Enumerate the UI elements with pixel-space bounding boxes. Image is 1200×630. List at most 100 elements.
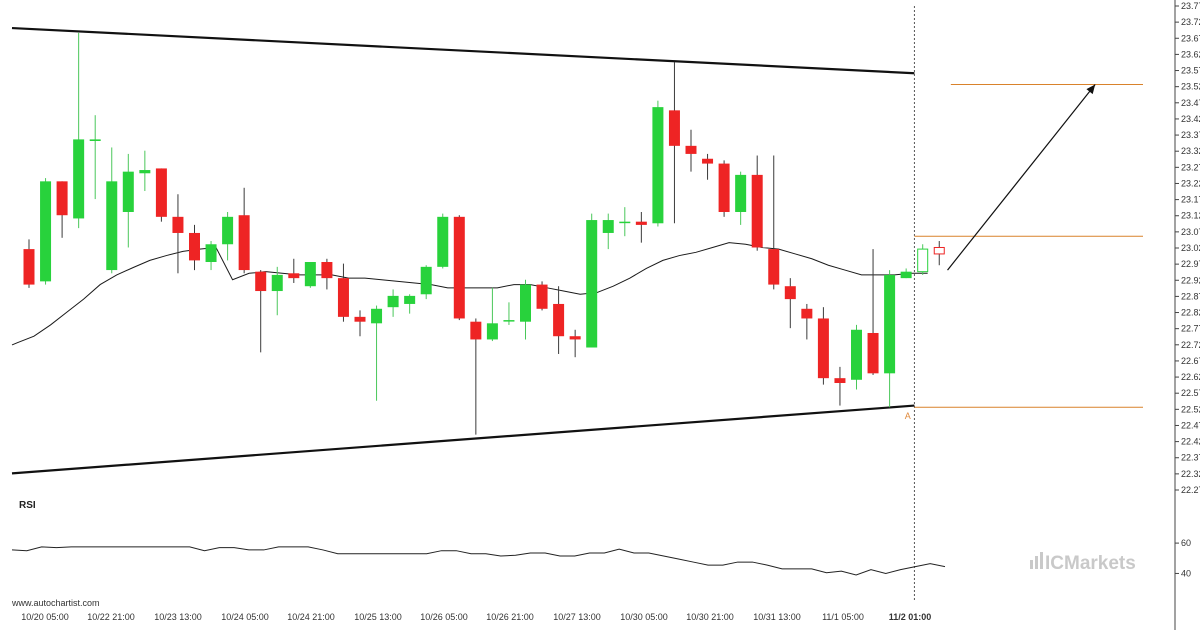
candle-body bbox=[851, 329, 862, 380]
candle bbox=[718, 160, 730, 217]
candle bbox=[520, 279, 531, 340]
candle bbox=[453, 215, 465, 321]
y-tick-label: 23.2284 bbox=[1181, 178, 1200, 188]
candle-body bbox=[122, 171, 134, 212]
candle-body bbox=[222, 216, 234, 245]
candle-body bbox=[304, 262, 316, 287]
candle-body bbox=[172, 216, 184, 233]
candle-body bbox=[884, 274, 896, 374]
price-axis: 23.7784 23.7284 23.6784 23.6284 23.5784 23.52… bbox=[1175, 1, 1200, 495]
candle-body bbox=[553, 303, 565, 337]
y-tick-label: 22.7784 bbox=[1181, 324, 1200, 334]
candle bbox=[106, 147, 118, 274]
candle bbox=[172, 194, 184, 274]
bars-icon bbox=[1030, 552, 1043, 569]
candle-body bbox=[337, 278, 349, 317]
brand-logo: ICMarkets bbox=[1030, 552, 1136, 574]
x-tick-label: 10/26 05:00 bbox=[420, 612, 468, 622]
y-tick-label: 22.6284 bbox=[1181, 372, 1200, 382]
candle bbox=[337, 263, 349, 322]
y-tick-label: 22.7284 bbox=[1181, 340, 1200, 350]
candle bbox=[40, 178, 52, 285]
candle-body bbox=[453, 216, 465, 319]
y-tick-label: 22.5284 bbox=[1181, 404, 1200, 414]
brand-prefix: IC bbox=[1045, 553, 1064, 574]
candle-body bbox=[917, 248, 929, 273]
point-label: A bbox=[905, 411, 911, 421]
brand-name: ICMarkets bbox=[1045, 553, 1136, 574]
x-tick-label: 10/30 21:00 bbox=[686, 612, 734, 622]
candle bbox=[553, 286, 565, 354]
candle-body bbox=[867, 332, 879, 374]
candle bbox=[437, 213, 449, 269]
y-tick-label: 22.9784 bbox=[1181, 259, 1200, 269]
candle bbox=[271, 266, 283, 316]
candle-body bbox=[404, 295, 416, 304]
y-tick-label: 23.7284 bbox=[1181, 17, 1200, 27]
candle bbox=[56, 181, 68, 238]
y-tick-label: 23.6784 bbox=[1181, 33, 1200, 43]
candle-body bbox=[354, 316, 366, 322]
y-tick-label: 23.7784 bbox=[1181, 1, 1200, 11]
rsi-title: RSI bbox=[19, 500, 36, 511]
breakout-arrow bbox=[947, 84, 1096, 271]
y-tick-label: 23.4784 bbox=[1181, 98, 1200, 108]
candle bbox=[387, 289, 399, 317]
y-tick-label: 22.4284 bbox=[1181, 437, 1200, 447]
x-tick-label: 10/26 21:00 bbox=[486, 612, 534, 622]
candle-body bbox=[470, 321, 482, 340]
candle-body bbox=[817, 318, 829, 379]
y-tick-label: 23.3284 bbox=[1181, 146, 1200, 156]
candle-body bbox=[371, 308, 383, 324]
candle bbox=[817, 307, 829, 385]
candle bbox=[420, 265, 432, 300]
y-tick-label: 23.0784 bbox=[1181, 227, 1200, 237]
candle-body bbox=[189, 232, 200, 261]
candle-body bbox=[437, 216, 449, 267]
support-line bbox=[11, 404, 915, 475]
rsi-tick-label: 40 bbox=[1181, 568, 1191, 578]
y-tick-label: 22.4784 bbox=[1181, 420, 1200, 430]
x-tick-label: 10/27 13:00 bbox=[553, 612, 601, 622]
candlesticks bbox=[23, 32, 945, 435]
candle-body bbox=[619, 221, 631, 224]
candle-body bbox=[751, 174, 763, 248]
y-tick-label: 23.2784 bbox=[1181, 162, 1200, 172]
chart-frame bbox=[913, 0, 1176, 630]
resistance-line bbox=[11, 26, 915, 75]
candle bbox=[884, 270, 896, 408]
arrow-head bbox=[1086, 84, 1096, 95]
candle bbox=[933, 241, 945, 266]
candle bbox=[569, 329, 581, 358]
candle bbox=[768, 155, 780, 290]
candle bbox=[668, 61, 680, 224]
candle-body bbox=[255, 271, 267, 292]
candle-body bbox=[139, 170, 151, 174]
candle bbox=[189, 224, 200, 271]
x-tick-label: 11/2 01:00 bbox=[889, 612, 932, 622]
y-tick-label: 23.0284 bbox=[1181, 243, 1200, 253]
candle-body bbox=[321, 262, 333, 279]
target-levels: A bbox=[905, 84, 1143, 421]
arrow-shaft bbox=[947, 84, 1096, 271]
y-tick-label: 23.1784 bbox=[1181, 195, 1200, 205]
candle bbox=[139, 150, 151, 192]
candle bbox=[155, 168, 167, 222]
candle bbox=[635, 211, 647, 243]
candle bbox=[205, 241, 217, 271]
y-tick-label: 22.3784 bbox=[1181, 453, 1200, 463]
candle bbox=[255, 270, 267, 353]
candle-body bbox=[23, 249, 35, 285]
candle-body bbox=[768, 249, 780, 285]
x-tick-label: 10/31 13:00 bbox=[753, 612, 801, 622]
y-tick-label: 22.8784 bbox=[1181, 291, 1200, 301]
rsi-tick-label: 60 bbox=[1181, 538, 1191, 548]
candle bbox=[122, 153, 134, 248]
candle-body bbox=[569, 336, 581, 340]
rsi-panel: 60 40 bbox=[11, 538, 1191, 578]
candle-body bbox=[89, 139, 101, 142]
y-tick-label: 23.5784 bbox=[1181, 66, 1200, 76]
candle-body bbox=[56, 181, 68, 216]
candle bbox=[834, 366, 846, 406]
